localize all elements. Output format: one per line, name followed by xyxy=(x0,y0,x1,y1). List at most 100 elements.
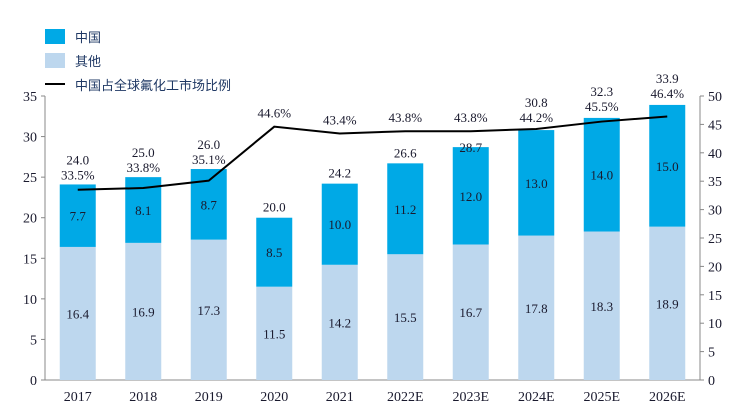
total-label: 20.0 xyxy=(263,200,286,215)
y2-tick-label: 50 xyxy=(708,90,722,105)
bar-value-label: 11.5 xyxy=(263,326,285,341)
total-label: 24.0 xyxy=(66,152,89,167)
bar-other xyxy=(387,254,424,380)
bar-china xyxy=(256,217,293,287)
legend: 中国 其他 中国占全球氟化工市场比例 xyxy=(45,24,231,96)
total-label: 30.8 xyxy=(525,95,548,110)
y2-tick-label: 30 xyxy=(708,204,722,219)
total-label: 33.9 xyxy=(656,71,679,86)
bar-other xyxy=(256,286,293,380)
y-tick-label: 15 xyxy=(23,252,37,267)
x-tick-label: 2023E xyxy=(452,390,489,405)
bar-value-label: 13.0 xyxy=(525,176,548,191)
bar-value-label: 8.7 xyxy=(201,197,218,212)
bar-value-label: 8.5 xyxy=(266,245,282,260)
share-line xyxy=(77,115,668,191)
bar-value-label: 7.7 xyxy=(70,209,87,224)
x-tick-label: 2026E xyxy=(649,390,686,405)
x-tick-label: 2021 xyxy=(326,390,354,405)
y-tick-label: 30 xyxy=(23,131,37,146)
bar-value-label: 8.1 xyxy=(135,203,151,218)
bar-other xyxy=(518,235,555,380)
share-label: 43.4% xyxy=(323,112,357,127)
legend-label: 中国 xyxy=(75,30,102,46)
bar-china xyxy=(59,184,96,247)
bar-value-label: 17.8 xyxy=(525,301,548,316)
share-label: 33.8% xyxy=(126,160,160,175)
legend-item-other: 其他 xyxy=(45,48,231,72)
bar-china xyxy=(321,183,358,265)
share-label: 44.2% xyxy=(519,110,553,125)
bar-value-label: 18.9 xyxy=(656,296,679,311)
bar-other xyxy=(452,244,489,380)
y2-tick-label: 10 xyxy=(708,317,722,332)
x-tick-label: 2020 xyxy=(260,390,288,405)
y2-tick-label: 40 xyxy=(708,147,722,162)
y-tick-label: 20 xyxy=(23,212,37,227)
total-label: 25.0 xyxy=(132,145,155,160)
share-label: 43.8% xyxy=(388,110,422,125)
bar-other xyxy=(59,246,96,380)
share-label: 46.4% xyxy=(650,86,684,101)
total-label: 26.0 xyxy=(197,137,220,152)
y-tick-label: 25 xyxy=(23,171,37,186)
total-label: 24.2 xyxy=(328,166,351,181)
share-label: 44.6% xyxy=(257,106,291,121)
bar-value-label: 15.5 xyxy=(394,310,417,325)
bar-other xyxy=(190,239,227,380)
bar-value-label: 16.9 xyxy=(132,304,155,319)
bar-other xyxy=(321,264,358,380)
bar-value-label: 16.4 xyxy=(66,306,89,321)
legend-swatch-other xyxy=(45,52,65,68)
x-tick-label: 2025E xyxy=(583,390,620,405)
bar-china xyxy=(452,147,489,245)
y-tick-label: 35 xyxy=(23,90,37,105)
legend-line-share xyxy=(45,83,65,85)
x-tick-label: 2024E xyxy=(518,390,555,405)
bar-other xyxy=(583,231,620,380)
legend-item-share: 中国占全球氟化工市场比例 xyxy=(45,72,231,96)
x-tick-label: 2017 xyxy=(64,390,92,405)
bar-value-label: 15.0 xyxy=(656,159,679,174)
bar-value-label: 17.3 xyxy=(197,303,220,318)
bar-china xyxy=(518,130,555,236)
bar-china xyxy=(387,163,424,255)
bar-value-label: 16.7 xyxy=(459,305,482,320)
y-tick-label: 0 xyxy=(30,374,37,389)
bar-value-label: 10.0 xyxy=(328,217,351,232)
share-label: 45.5% xyxy=(585,99,619,114)
bar-value-label: 11.2 xyxy=(394,202,416,217)
bar-other xyxy=(649,226,686,380)
total-label: 32.3 xyxy=(590,84,613,99)
bar-other xyxy=(125,242,162,380)
share-label: 43.8% xyxy=(454,110,488,125)
legend-item-china: 中国 xyxy=(45,24,231,48)
bar-value-label: 18.3 xyxy=(590,299,613,314)
total-label: 28.7 xyxy=(459,140,482,155)
bar-value-label: 12.0 xyxy=(459,189,482,204)
share-label: 35.1% xyxy=(192,152,226,167)
bar-value-label: 14.0 xyxy=(590,168,613,183)
y2-tick-label: 20 xyxy=(708,260,722,275)
y2-tick-label: 0 xyxy=(708,374,715,389)
bar-value-label: 14.2 xyxy=(328,315,351,330)
y-tick-label: 10 xyxy=(23,293,37,308)
y2-tick-label: 5 xyxy=(708,346,715,361)
legend-swatch-china xyxy=(45,28,65,44)
bar-china xyxy=(649,104,686,227)
legend-label: 其他 xyxy=(75,54,102,70)
total-label: 26.6 xyxy=(394,145,417,160)
x-tick-label: 2018 xyxy=(129,390,157,405)
x-tick-label: 2022E xyxy=(387,390,424,405)
y2-tick-label: 35 xyxy=(708,175,722,190)
legend-label: 中国占全球氟化工市场比例 xyxy=(75,78,232,94)
y-tick-label: 5 xyxy=(30,333,37,348)
y2-tick-label: 45 xyxy=(708,118,722,133)
y2-tick-label: 25 xyxy=(708,232,722,247)
x-tick-label: 2019 xyxy=(195,390,223,405)
share-label: 33.5% xyxy=(61,167,95,182)
y2-tick-label: 15 xyxy=(708,289,722,304)
bar-china xyxy=(583,117,620,232)
